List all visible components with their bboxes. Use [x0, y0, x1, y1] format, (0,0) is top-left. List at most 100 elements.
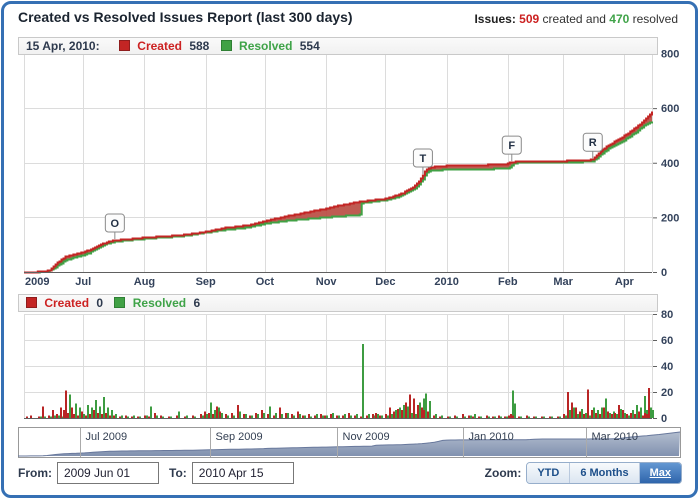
resolved-bar[interactable]	[269, 406, 271, 418]
created-bar[interactable]	[42, 406, 44, 418]
resolved-bar[interactable]	[601, 407, 603, 418]
navigator-area[interactable]	[18, 432, 680, 456]
resolved-bar[interactable]	[573, 407, 575, 418]
created-bar[interactable]	[279, 407, 281, 418]
bar-plot-area[interactable]	[24, 314, 652, 418]
resolved-bar[interactable]	[40, 416, 42, 418]
resolved-bar[interactable]	[233, 415, 235, 418]
resolved-bar[interactable]	[91, 407, 93, 418]
created-bar[interactable]	[447, 416, 449, 418]
resolved-bar[interactable]	[95, 399, 97, 418]
created-bar[interactable]	[389, 407, 391, 418]
created-bar[interactable]	[401, 410, 403, 418]
resolved-bar[interactable]	[281, 414, 283, 418]
resolved-bar[interactable]	[577, 414, 579, 418]
resolved-bar[interactable]	[316, 414, 318, 418]
resolved-bar[interactable]	[338, 415, 340, 418]
created-bar[interactable]	[225, 414, 227, 418]
legend-resolved-label[interactable]: Resolved	[132, 296, 187, 310]
created-bar[interactable]	[579, 411, 581, 419]
event-flags[interactable]: O T F R	[104, 132, 603, 240]
created-bar[interactable]	[421, 407, 423, 418]
resolved-bar[interactable]	[362, 343, 364, 418]
resolved-bar[interactable]	[275, 412, 277, 418]
created-bar[interactable]	[405, 402, 407, 418]
created-bar[interactable]	[634, 414, 636, 418]
created-bar[interactable]	[603, 407, 605, 418]
resolved-bar[interactable]	[470, 415, 472, 418]
resolved-bar[interactable]	[464, 416, 466, 418]
flag-t[interactable]	[412, 148, 433, 168]
created-bar[interactable]	[148, 416, 150, 418]
created-bar[interactable]	[342, 415, 344, 418]
from-date-input[interactable]	[57, 462, 159, 484]
created-bar[interactable]	[626, 414, 628, 418]
resolved-bar[interactable]	[111, 410, 113, 418]
resolved-bar[interactable]	[494, 416, 496, 418]
created-bar[interactable]	[563, 414, 565, 418]
created-bar[interactable]	[549, 416, 551, 418]
created-bar[interactable]	[52, 410, 54, 418]
created-bar[interactable]	[93, 410, 95, 418]
created-bar[interactable]	[642, 415, 644, 418]
resolved-bar[interactable]	[506, 416, 508, 418]
created-bar[interactable]	[48, 415, 50, 418]
resolved-bar[interactable]	[585, 412, 587, 418]
resolved-bar[interactable]	[652, 410, 654, 418]
resolved-bar[interactable]	[581, 408, 583, 418]
created-swatch-icon[interactable]	[26, 297, 37, 308]
resolved-bar[interactable]	[411, 412, 413, 418]
resolved-bar[interactable]	[377, 414, 379, 418]
created-bar[interactable]	[302, 415, 304, 418]
created-bar[interactable]	[314, 415, 316, 418]
created-bar[interactable]	[375, 412, 377, 418]
created-bar[interactable]	[372, 414, 374, 418]
resolved-bar[interactable]	[245, 414, 247, 418]
created-bar[interactable]	[204, 411, 206, 419]
created-bar[interactable]	[486, 415, 488, 418]
resolved-bar[interactable]	[565, 415, 567, 418]
created-bar[interactable]	[81, 411, 83, 419]
created-bar[interactable]	[385, 414, 387, 418]
created-bar[interactable]	[591, 410, 593, 418]
created-bar[interactable]	[423, 410, 425, 418]
created-bar[interactable]	[212, 414, 214, 418]
resolved-bar[interactable]	[429, 401, 431, 418]
resolved-bar[interactable]	[381, 415, 383, 418]
resolved-bar[interactable]	[75, 403, 77, 418]
created-bar[interactable]	[587, 389, 589, 418]
created-bar[interactable]	[462, 414, 464, 418]
created-bar[interactable]	[433, 415, 435, 418]
resolved-bar[interactable]	[500, 416, 502, 418]
created-bar[interactable]	[97, 412, 99, 418]
resolved-bar[interactable]	[609, 412, 611, 418]
created-bar[interactable]	[109, 415, 111, 418]
created-bar[interactable]	[599, 414, 601, 418]
resolved-bar[interactable]	[344, 414, 346, 418]
resolved-bar[interactable]	[535, 416, 537, 418]
resolved-bar[interactable]	[186, 415, 188, 418]
created-bar[interactable]	[26, 416, 28, 418]
flag-o[interactable]	[104, 213, 125, 233]
resolved-bar[interactable]	[480, 416, 482, 418]
resolved-bar[interactable]	[569, 410, 571, 418]
created-bar[interactable]	[176, 415, 178, 418]
created-bar[interactable]	[231, 412, 233, 418]
created-bar[interactable]	[510, 414, 512, 418]
resolved-bar[interactable]	[178, 411, 180, 419]
resolved-bar[interactable]	[156, 415, 158, 418]
resolved-bar[interactable]	[257, 414, 259, 418]
created-bar[interactable]	[571, 402, 573, 418]
resolved-bar[interactable]	[589, 415, 591, 418]
resolved-bar[interactable]	[620, 408, 622, 418]
resolved-bar[interactable]	[419, 402, 421, 418]
created-bar[interactable]	[200, 414, 202, 418]
created-bar[interactable]	[65, 390, 67, 418]
created-bar[interactable]	[336, 415, 338, 418]
created-bar[interactable]	[291, 414, 293, 418]
resolved-bar[interactable]	[425, 393, 427, 418]
legend-resolved-label[interactable]: Resolved	[239, 39, 293, 53]
flag-r[interactable]	[582, 132, 603, 152]
created-bar[interactable]	[237, 405, 239, 418]
created-bar[interactable]	[427, 411, 429, 419]
